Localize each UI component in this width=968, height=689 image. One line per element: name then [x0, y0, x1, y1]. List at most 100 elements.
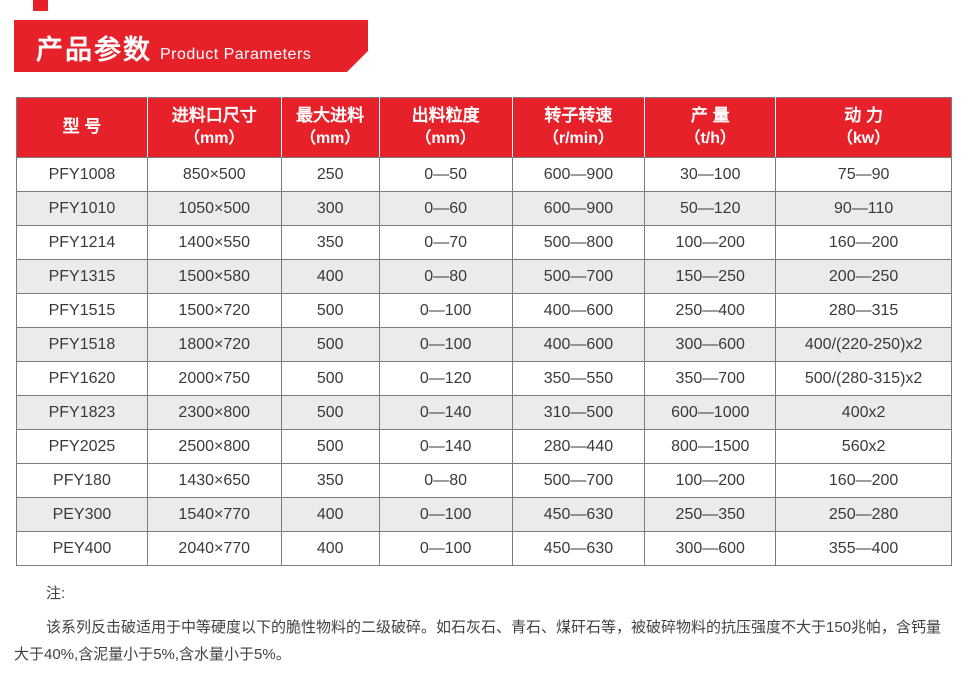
table-cell: 0—80 [378, 259, 513, 294]
table-row: PFY2025 2500×800 500 0—140 280—440 800—1500 56… [16, 429, 952, 464]
table-row: PFY1008 850×500 250 0—50 600—900 30—100 75—90 [16, 157, 952, 192]
table-cell: 500/(280-315)x2 [775, 361, 952, 396]
table-cell: 1430×650 [146, 463, 282, 498]
model-cell: PEY300 [16, 497, 148, 532]
column-header-name: 动 力 [844, 106, 883, 126]
section-banner: 产品参数 Product Parameters [14, 20, 368, 72]
table-header-row: 型 号 进料口尺寸 （mm） 最大进料 （mm） 出料粒度 （mm） 转子转速 （r/min） 产… [16, 97, 952, 158]
model-cell: PFY1620 [16, 361, 148, 396]
table-cell: 100—200 [644, 225, 777, 260]
footnote-text: 该系列反击破适用于中等硬度以下的脆性物料的二级破碎。如石灰石、青石、煤矸石等，被… [14, 619, 942, 663]
column-header: 型 号 [16, 97, 148, 158]
column-header: 进料口尺寸 （mm） [146, 97, 282, 158]
table-row: PFY1515 1500×720 500 0—100 400—600 250—400 280… [16, 293, 952, 328]
table-cell: 1500×720 [146, 293, 282, 328]
column-header-unit: （mm） [299, 130, 361, 148]
table-cell: 160—200 [775, 225, 952, 260]
table-cell: 600—900 [511, 191, 646, 226]
table-cell: 350—550 [511, 361, 646, 396]
column-header-name: 产 量 [690, 106, 730, 126]
table-cell: 400/(220-250)x2 [775, 327, 952, 362]
table-row: PFY1823 2300×800 500 0—140 310—500 600—1000 40… [16, 395, 952, 430]
table-cell: 350 [280, 225, 380, 260]
table-cell: 350—700 [644, 361, 777, 396]
table-cell: 280—440 [511, 429, 646, 464]
table-row: PFY1010 1050×500 300 0—60 600—900 50—120 90—11… [16, 191, 952, 226]
column-header-name: 型 号 [62, 117, 102, 137]
table-cell: 500 [280, 429, 380, 464]
column-header-unit: （r/min） [542, 130, 614, 148]
model-cell: PFY1518 [16, 327, 148, 362]
model-cell: PFY2025 [16, 429, 148, 464]
table-cell: 150—250 [644, 259, 777, 294]
table-cell: 0—120 [378, 361, 513, 396]
table-cell: 0—80 [378, 463, 513, 498]
table-cell: 400 [280, 531, 380, 566]
table-cell: 1050×500 [146, 191, 282, 226]
model-cell: PFY1010 [16, 191, 148, 226]
table-cell: 0—50 [378, 157, 513, 192]
table-cell: 450—630 [511, 531, 646, 566]
table-cell: 30—100 [644, 157, 777, 192]
table-cell: 0—100 [378, 531, 513, 566]
table-cell: 500—800 [511, 225, 646, 260]
table-cell: 1800×720 [146, 327, 282, 362]
table-cell: 500 [280, 293, 380, 328]
table-cell: 500—700 [511, 259, 646, 294]
table-cell: 560x2 [775, 429, 952, 464]
footnote-label: 注: [46, 585, 66, 602]
column-header-name: 最大进料 [296, 106, 365, 126]
section-title-en: Product Parameters [160, 46, 312, 63]
table-cell: 2000×750 [146, 361, 282, 396]
column-header-name: 进料口尺寸 [171, 106, 257, 126]
table-cell: 400—600 [511, 327, 646, 362]
table-header: 型 号 进料口尺寸 （mm） 最大进料 （mm） 出料粒度 （mm） 转子转速 （r/min） 产… [16, 97, 952, 158]
table-cell: 2500×800 [146, 429, 282, 464]
table-cell: 200—250 [775, 259, 952, 294]
column-header-name: 出料粒度 [411, 106, 480, 126]
table-cell: 160—200 [775, 463, 952, 498]
section-title-cn: 产品参数 [36, 35, 152, 65]
table-cell: 450—630 [511, 497, 646, 532]
table-cell: 1540×770 [146, 497, 282, 532]
model-cell: PEY400 [16, 531, 148, 566]
table-cell: 850×500 [146, 157, 282, 192]
table-row: PFY180 1430×650 350 0—80 500—700 100—200 160—2… [16, 463, 952, 498]
model-cell: PFY180 [16, 463, 148, 498]
table-row: PFY1620 2000×750 500 0—120 350—550 350—700 500… [16, 361, 952, 396]
table-cell: 0—140 [378, 429, 513, 464]
table-cell: 600—1000 [644, 395, 777, 430]
table-cell: 250 [280, 157, 380, 192]
column-header: 转子转速 （r/min） [511, 97, 646, 158]
table-cell: 400x2 [775, 395, 952, 430]
table-cell: 2040×770 [146, 531, 282, 566]
table-row: PFY1214 1400×550 350 0—70 500—800 100—200 160—… [16, 225, 952, 260]
model-cell: PFY1008 [16, 157, 148, 192]
table-cell: 75—90 [775, 157, 952, 192]
table-cell: 300—600 [644, 327, 777, 362]
column-header: 最大进料 （mm） [280, 97, 380, 158]
table-cell: 350 [280, 463, 380, 498]
model-cell: PFY1315 [16, 259, 148, 294]
table-cell: 0—100 [378, 293, 513, 328]
table-cell: 250—400 [644, 293, 777, 328]
table-cell: 310—500 [511, 395, 646, 430]
column-header-unit: （t/h） [684, 130, 737, 148]
table-cell: 400 [280, 497, 380, 532]
table-row: PEY400 2040×770 400 0—100 450—630 300—600 355—… [16, 531, 952, 566]
table-cell: 280—315 [775, 293, 952, 328]
table-row: PEY300 1540×770 400 0—100 450—630 250—350 250—… [16, 497, 952, 532]
column-header-unit: （kw） [836, 130, 891, 148]
table-cell: 0—60 [378, 191, 513, 226]
table-cell: 100—200 [644, 463, 777, 498]
table-cell: 400 [280, 259, 380, 294]
table-cell: 0—70 [378, 225, 513, 260]
table-cell: 500—700 [511, 463, 646, 498]
table-cell: 0—100 [378, 327, 513, 362]
parameters-table-container: 型 号 进料口尺寸 （mm） 最大进料 （mm） 出料粒度 （mm） 转子转速 （r/min） 产… [16, 97, 952, 566]
table-cell: 600—900 [511, 157, 646, 192]
table-cell: 400—600 [511, 293, 646, 328]
table-cell: 0—140 [378, 395, 513, 430]
table-cell: 500 [280, 361, 380, 396]
column-header: 动 力 （kw） [775, 97, 952, 158]
